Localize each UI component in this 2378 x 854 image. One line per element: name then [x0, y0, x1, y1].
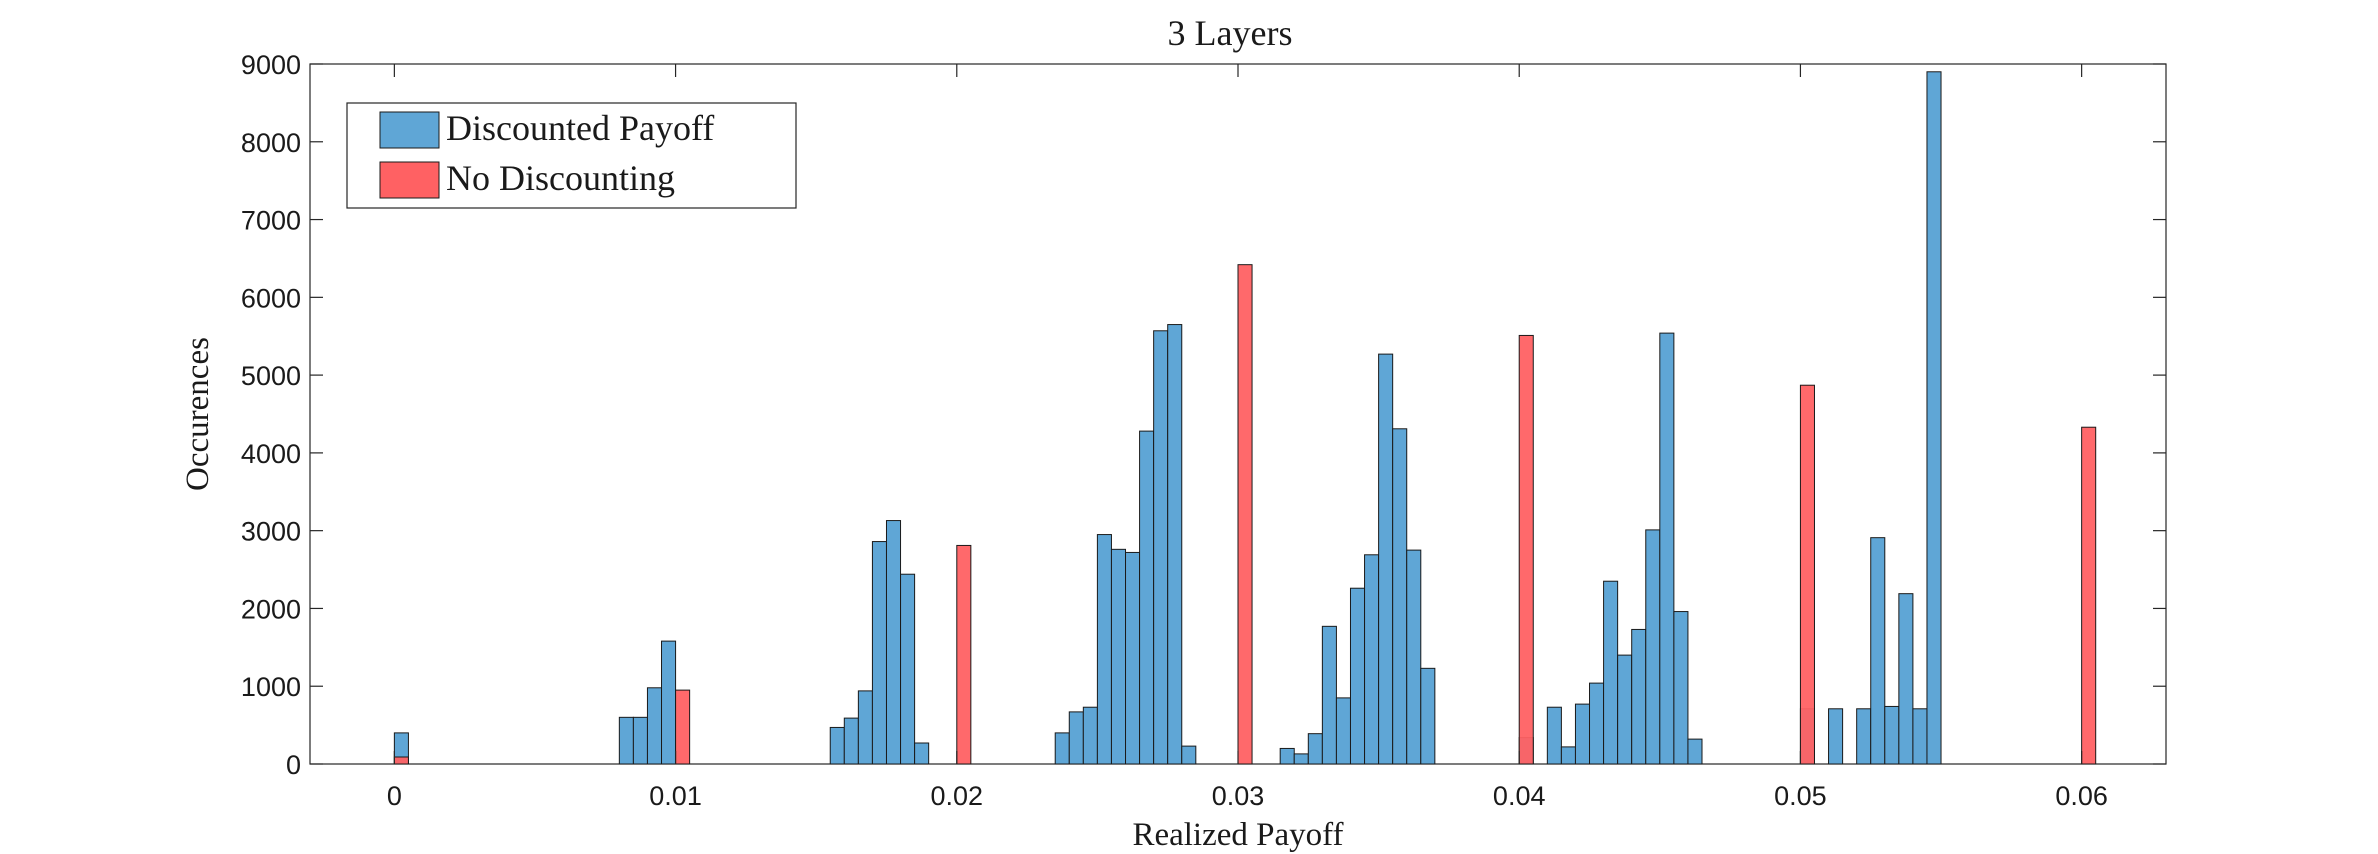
- bar-discounted-payoff: [1349, 587, 1366, 765]
- legend-label-no-discounting: No Discounting: [446, 158, 675, 198]
- x-tick-label: 0.06: [2055, 781, 2108, 811]
- bar-discounted-payoff: [1926, 71, 1942, 765]
- bar-no-discounting: [675, 689, 691, 765]
- y-tick-label: 5000: [241, 361, 301, 391]
- legend-label-discounted-payoff: Discounted Payoff: [446, 108, 714, 148]
- bar-discounted-payoff: [843, 717, 859, 765]
- legend-swatch-no-discounting: [379, 161, 440, 199]
- bar-discounted-payoff: [1139, 430, 1155, 765]
- y-tick-label: 7000: [241, 206, 301, 236]
- bar-discounted-payoff: [857, 690, 873, 765]
- bar-no-discounting: [1518, 334, 1534, 765]
- bar-discounted-payoff: [1617, 654, 1633, 765]
- y-tick-label: 9000: [241, 50, 301, 80]
- x-axis-label: Realized Payoff: [1132, 817, 1343, 853]
- bar-discounted-payoff: [1631, 628, 1647, 765]
- bar-discounted-payoff: [1659, 332, 1675, 765]
- bar-discounted-payoff: [1828, 708, 1844, 765]
- x-tick-label: 0.03: [1212, 781, 1265, 811]
- y-tick-label: 1000: [241, 672, 301, 702]
- y-tick-label: 8000: [241, 128, 301, 158]
- bar-discounted-payoff: [1153, 330, 1169, 765]
- bar-discounted-payoff: [1378, 353, 1394, 765]
- bar-discounted-payoff: [1603, 580, 1619, 765]
- bar-discounted-payoff: [900, 573, 916, 765]
- bar-discounted-payoff: [1420, 667, 1436, 765]
- series-no-discounting-bars: [393, 264, 2097, 765]
- bar-discounted-payoff: [1392, 428, 1408, 765]
- x-tick-label: 0: [387, 781, 402, 811]
- bar-no-discounting: [956, 544, 972, 765]
- bar-discounted-payoff: [829, 726, 845, 765]
- x-tick-label: 0.04: [1493, 781, 1546, 811]
- bar-discounted-payoff: [1167, 324, 1183, 765]
- bar-discounted-payoff: [1856, 708, 1872, 765]
- bar-discounted-payoff: [1912, 708, 1928, 765]
- y-tick-label: 6000: [241, 283, 301, 313]
- bar-discounted-payoff: [1574, 703, 1591, 765]
- bar-discounted-payoff: [1364, 554, 1380, 765]
- bar-discounted-payoff: [1687, 738, 1703, 765]
- bar-discounted-payoff: [1406, 549, 1422, 765]
- bar-discounted-payoff: [1546, 706, 1562, 765]
- bar-discounted-payoff: [618, 716, 634, 765]
- bar-discounted-payoff: [646, 687, 663, 765]
- bar-discounted-payoff: [1279, 747, 1295, 765]
- bar-discounted-payoff: [1589, 682, 1605, 765]
- bar-discounted-payoff: [632, 716, 648, 765]
- legend-swatch-discounted-payoff: [379, 111, 440, 149]
- x-tick-label: 0.05: [1774, 781, 1827, 811]
- bar-discounted-payoff: [1082, 706, 1098, 765]
- bar-discounted-payoff: [1096, 534, 1112, 765]
- series-discounted-payoff-bars: [393, 71, 1942, 765]
- bar-discounted-payoff: [1293, 753, 1309, 765]
- bar-discounted-payoff: [1054, 732, 1070, 765]
- y-axis-label: Occurences: [180, 337, 216, 491]
- y-tick-label: 4000: [241, 439, 301, 469]
- bar-discounted-payoff: [1307, 733, 1323, 765]
- bar-discounted-payoff: [1870, 537, 1886, 765]
- bar-discounted-payoff: [1645, 529, 1661, 765]
- bar-discounted-payoff: [914, 742, 930, 765]
- x-axis-tick-labels: 0 0.01 0.02 0.03 0.04 0.05 0.06: [387, 781, 2108, 811]
- bar-discounted-payoff: [1068, 711, 1084, 765]
- bar-discounted-payoff: [871, 541, 887, 765]
- bar-discounted-payoff: [1884, 705, 1900, 765]
- legend: Discounted Payoff No Discounting: [346, 102, 797, 209]
- bar-no-discounting: [1237, 264, 1253, 765]
- bar-discounted-payoff: [1181, 745, 1197, 765]
- bar-discounted-payoff: [885, 520, 902, 765]
- bar-no-discounting: [1799, 384, 1815, 765]
- bar-discounted-payoff: [1321, 625, 1337, 765]
- x-tick-label: 0.01: [649, 781, 702, 811]
- bar-discounted-payoff: [1560, 746, 1576, 765]
- y-tick-label: 0: [286, 750, 301, 780]
- chart-title: 3 Layers: [1168, 13, 1293, 53]
- y-axis-tick-labels: 0 1000 2000 3000 4000 5000 6000 7000 8000 9000: [241, 50, 301, 780]
- y-tick-label: 3000: [241, 517, 301, 547]
- y-tick-label: 2000: [241, 594, 301, 624]
- bar-discounted-payoff: [1125, 551, 1141, 765]
- axis-ticks: [310, 63, 2166, 765]
- bar-discounted-payoff: [661, 640, 677, 765]
- bar-discounted-payoff: [1673, 611, 1689, 765]
- x-tick-label: 0.02: [931, 781, 984, 811]
- bar-discounted-payoff: [1110, 548, 1127, 765]
- bar-discounted-payoff: [1898, 593, 1914, 765]
- bar-no-discounting: [393, 756, 409, 765]
- bar-no-discounting: [2081, 426, 2097, 765]
- bar-discounted-payoff: [1335, 697, 1351, 765]
